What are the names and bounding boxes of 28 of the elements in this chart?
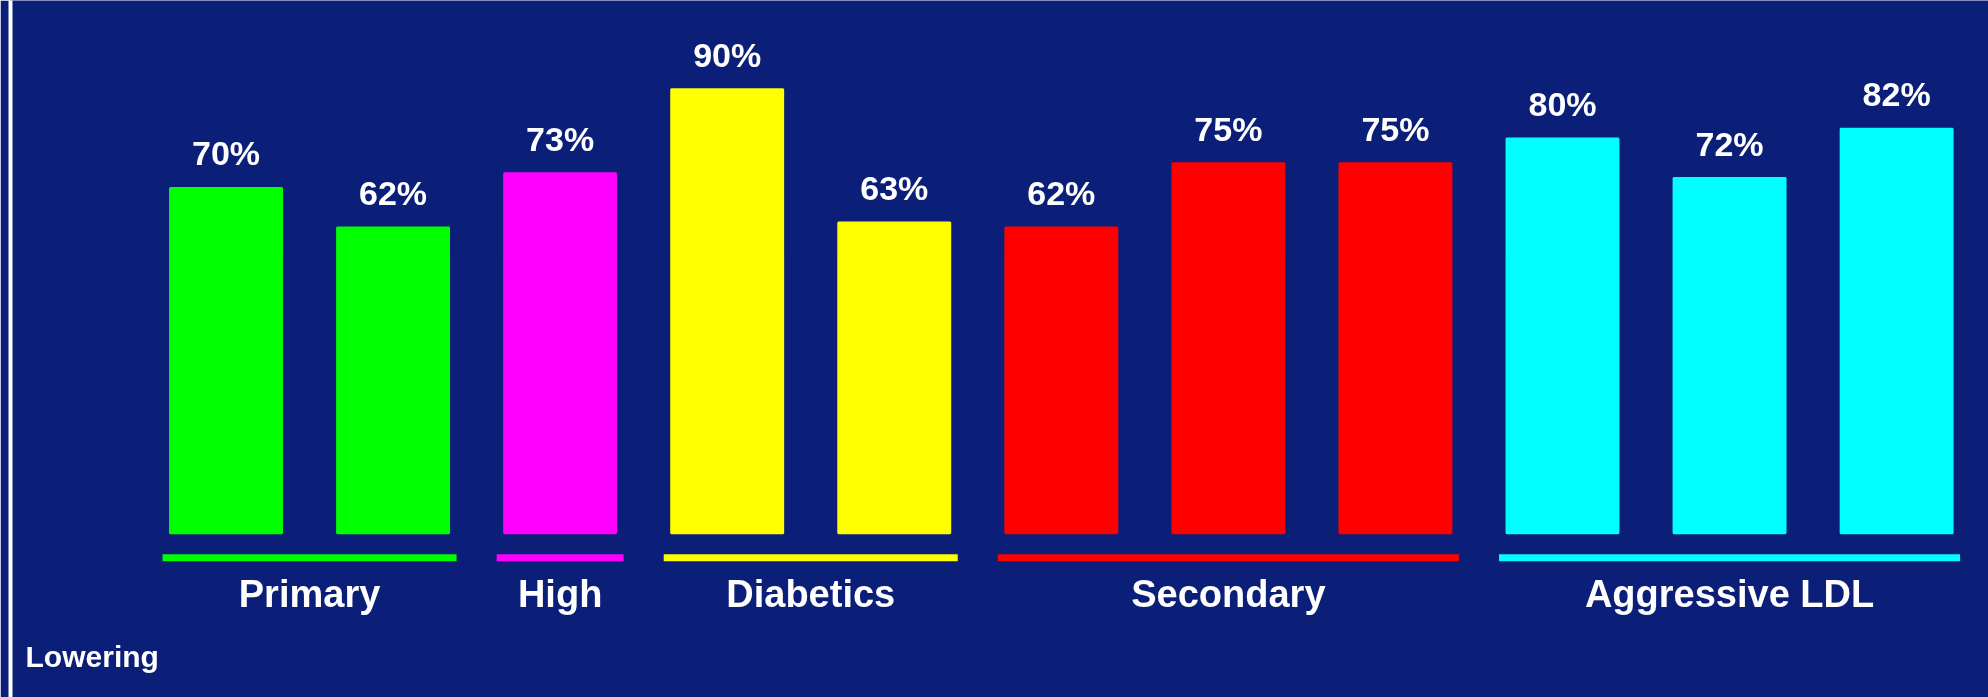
bar xyxy=(1672,177,1787,535)
data-label: 63% xyxy=(860,168,929,207)
data-label: 70% xyxy=(191,134,261,173)
bar xyxy=(837,221,952,535)
bar xyxy=(1004,226,1119,535)
bar xyxy=(1338,162,1453,535)
data-label: 62% xyxy=(1027,173,1096,212)
bar xyxy=(169,186,283,535)
bar xyxy=(503,172,618,535)
bar xyxy=(670,88,785,535)
data-label: 80% xyxy=(1528,85,1597,124)
text: Diabetics xyxy=(726,573,896,616)
text: Primary xyxy=(238,573,381,616)
text: Secondary xyxy=(1131,573,1326,616)
text: High xyxy=(517,573,603,616)
data-label: 82% xyxy=(1862,75,1931,114)
bar xyxy=(336,226,451,535)
text: Aggressive LDL xyxy=(1584,573,1875,616)
data-label: 90% xyxy=(693,35,762,74)
data-label: 72% xyxy=(1695,124,1764,163)
data-label: 73% xyxy=(526,119,595,158)
bar xyxy=(1839,127,1954,535)
bar xyxy=(1171,162,1286,535)
data-label: 75% xyxy=(1194,109,1263,148)
text: Lowering xyxy=(25,639,159,673)
bar xyxy=(1505,137,1620,535)
data-label: 62% xyxy=(359,173,428,212)
data-label: 75% xyxy=(1361,109,1430,148)
